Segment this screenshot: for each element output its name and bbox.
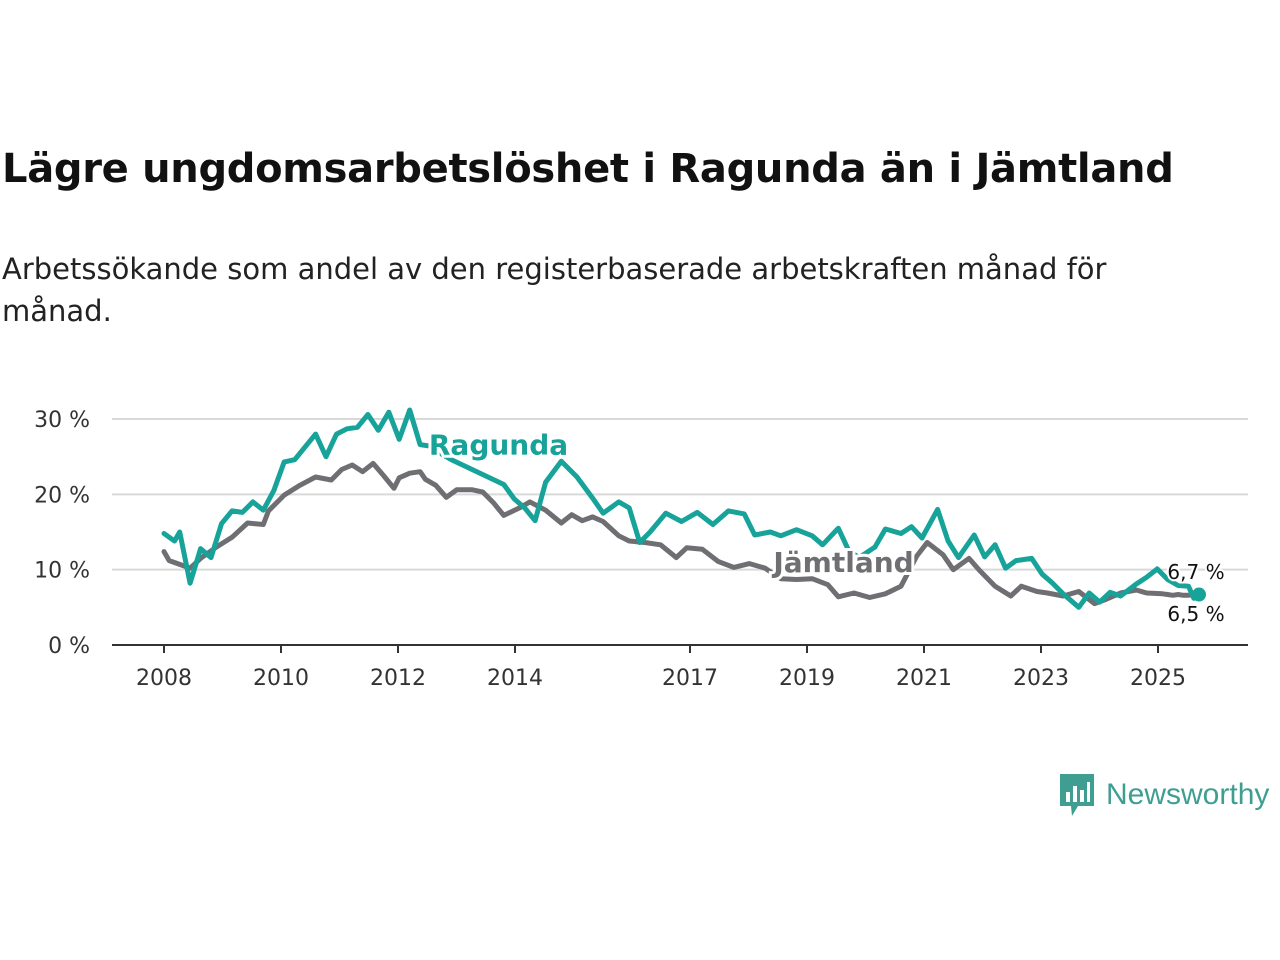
x-tick-label: 2025 (1130, 666, 1186, 691)
y-tick-label: 0 % (48, 634, 90, 659)
newsworthy-logo[interactable]: Newsworthy (1058, 772, 1269, 818)
x-tick-label: 2008 (136, 666, 192, 691)
x-axis-ticks: 2008 2010 2012 2014 2017 2019 2021 2023 2025 (136, 645, 1186, 691)
end-label-jamtland: 6,5 % (1167, 602, 1224, 626)
y-tick-label: 20 % (34, 483, 90, 508)
x-tick-label: 2019 (779, 666, 835, 691)
y-tick-label: 30 % (34, 408, 90, 433)
brand-name: Newsworthy (1106, 778, 1270, 811)
series-lines (161, 407, 1206, 610)
chart-subtitle: Arbetssökande som andel av den registerb… (2, 252, 1107, 328)
newsworthy-chart-bubble-icon (1060, 774, 1094, 816)
series-label-ragunda: Ragunda (429, 428, 568, 461)
series-line-jämtland (161, 460, 1202, 607)
x-tick-label: 2023 (1013, 666, 1069, 691)
x-tick-label: 2014 (487, 666, 543, 691)
chart-title: Lägre ungdomsarbetslöshet i Ragunda än i… (2, 146, 1174, 192)
series-line-ragunda (161, 407, 1202, 610)
series-label-jämtland: Jämtland (771, 546, 913, 579)
y-tick-label: 10 % (34, 559, 90, 584)
grid-lines (112, 418, 1248, 571)
end-labels: 6,7 % 6,5 % (1165, 558, 1226, 628)
line-chart: 0 % 10 % 20 % 30 % 2008 2010 2012 2014 2017 2019… (34, 407, 1248, 691)
end-label-ragunda: 6,7 % (1167, 560, 1224, 584)
end-point-ragunda (1192, 587, 1206, 602)
x-tick-label: 2012 (370, 666, 426, 691)
x-tick-label: 2017 (662, 666, 718, 691)
y-axis-ticks: 0 % 10 % 20 % 30 % (34, 408, 90, 659)
x-tick-label: 2010 (253, 666, 309, 691)
x-tick-label: 2021 (896, 666, 952, 691)
series-labels: Ragunda Jämtland (426, 425, 917, 582)
